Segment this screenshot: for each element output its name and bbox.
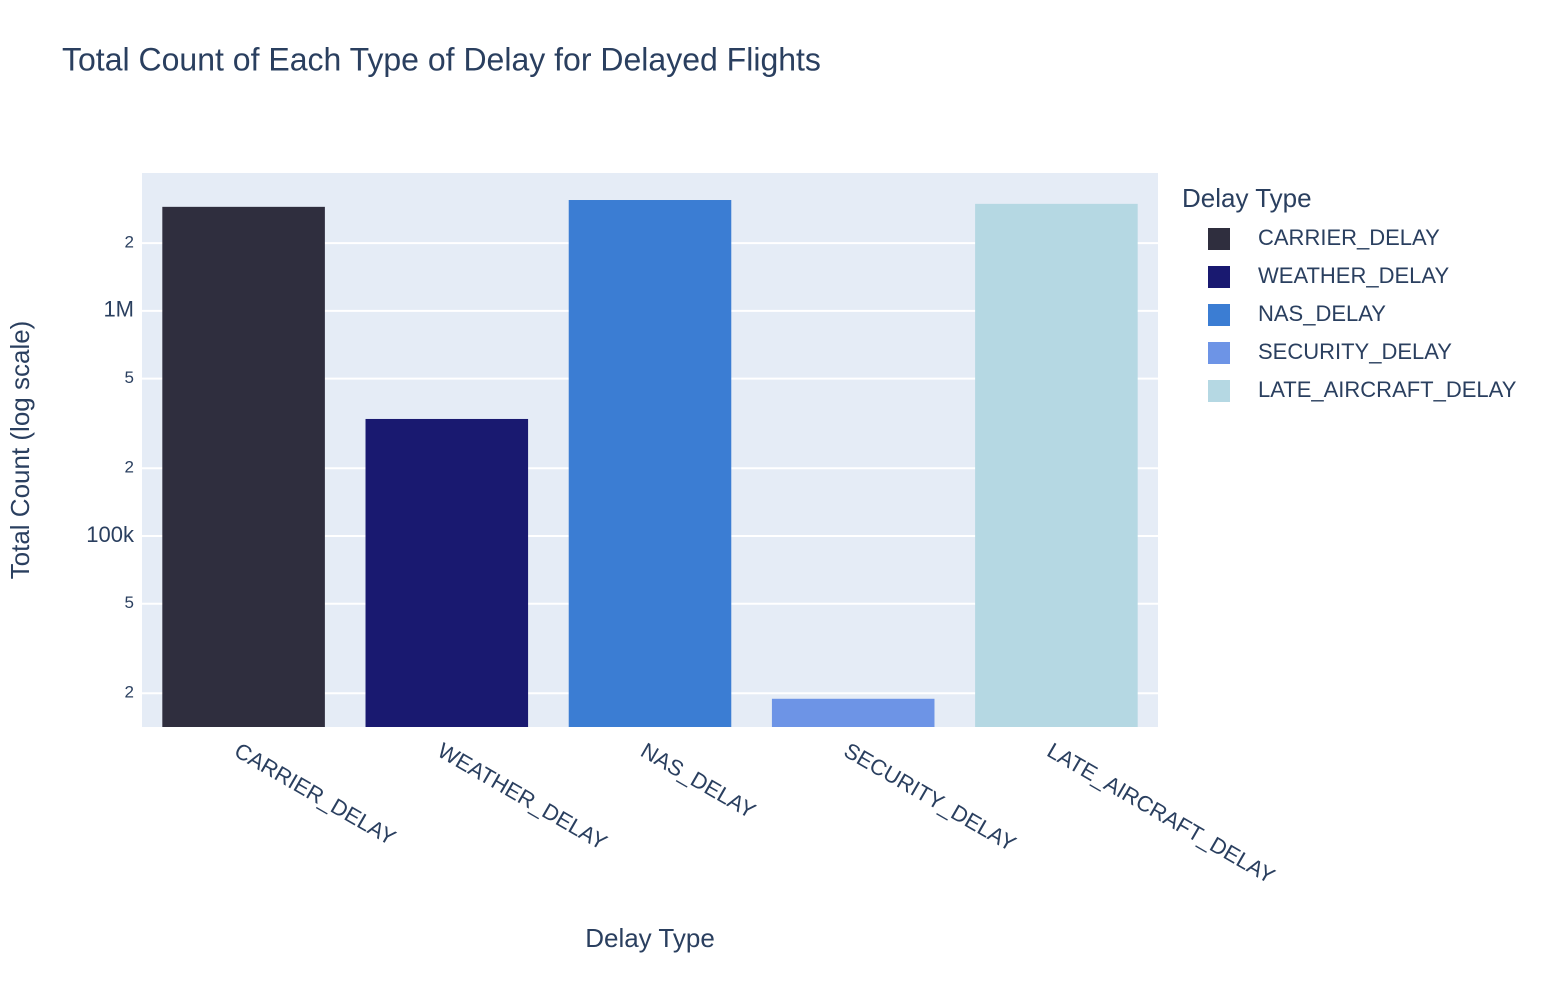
x-tick-label: CARRIER_DELAY xyxy=(230,738,400,851)
x-tick-label: WEATHER_DELAY xyxy=(433,738,611,855)
legend-swatch xyxy=(1208,304,1230,326)
legend-swatch xyxy=(1208,266,1230,288)
bar xyxy=(975,203,1138,728)
y-tick-label: 5 xyxy=(125,593,134,612)
legend-label: WEATHER_DELAY xyxy=(1258,263,1449,288)
bar xyxy=(365,418,529,727)
legend-label: NAS_DELAY xyxy=(1258,301,1386,326)
bar xyxy=(771,698,935,727)
y-tick-label: 2 xyxy=(125,683,134,702)
x-tick-label: SECURITY_DELAY xyxy=(840,738,1021,857)
legend-label: CARRIER_DELAY xyxy=(1258,225,1440,250)
legend-label: LATE_AIRCRAFT_DELAY xyxy=(1258,377,1517,402)
x-tick-label: LATE_AIRCRAFT_DELAY xyxy=(1043,738,1280,889)
legend-title: Delay Type xyxy=(1182,183,1312,213)
bar xyxy=(162,206,325,727)
y-tick-label: 2 xyxy=(125,233,134,252)
y-axis-title: Total Count (log scale) xyxy=(5,321,35,580)
x-tick-label: NAS_DELAY xyxy=(637,738,761,824)
chart-title: Total Count of Each Type of Delay for De… xyxy=(62,41,821,77)
x-axis-title: Delay Type xyxy=(585,923,715,953)
legend-label: SECURITY_DELAY xyxy=(1258,339,1452,364)
legend-swatch xyxy=(1208,228,1230,250)
y-tick-label: 2 xyxy=(125,458,134,477)
bar xyxy=(568,200,732,727)
y-tick-label: 1M xyxy=(103,297,134,322)
legend-swatch xyxy=(1208,380,1230,402)
legend-swatch xyxy=(1208,342,1230,364)
y-tick-label: 100k xyxy=(86,522,135,547)
y-tick-label: 5 xyxy=(125,368,134,387)
